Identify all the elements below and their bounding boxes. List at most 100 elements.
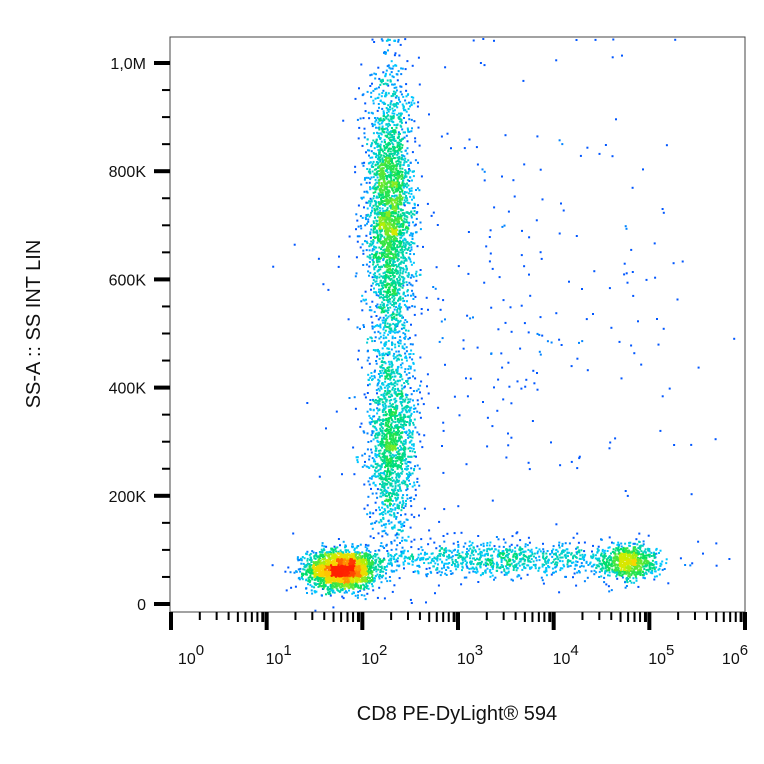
event-dot	[379, 571, 382, 574]
event-dot	[383, 149, 386, 151]
event-dot	[392, 191, 395, 194]
event-dot	[384, 318, 387, 321]
event-dot	[361, 574, 364, 577]
event-dot	[392, 279, 395, 282]
event-dot	[322, 581, 325, 584]
event-dot	[340, 551, 343, 554]
event-dot	[404, 271, 407, 274]
event-dot	[420, 380, 423, 383]
event-dot	[376, 355, 378, 358]
event-dot	[400, 225, 403, 228]
event-dot	[341, 588, 344, 590]
event-dot	[358, 577, 361, 580]
event-dot	[347, 582, 350, 585]
event-dot	[390, 117, 393, 120]
event-dot	[318, 571, 321, 574]
event-dot	[392, 206, 395, 209]
event-dot	[397, 217, 400, 220]
event-dot	[381, 196, 384, 199]
event-dot	[316, 573, 319, 576]
event-dot	[344, 581, 347, 583]
event-dot	[392, 240, 395, 243]
event-dot	[369, 204, 372, 207]
event-dot	[391, 67, 394, 70]
event-dot	[383, 181, 386, 184]
event-dot	[374, 77, 377, 80]
event-dot	[385, 143, 388, 146]
event-dot	[385, 276, 387, 279]
event-dot	[395, 73, 398, 76]
event-dot	[322, 575, 325, 578]
event-dot	[354, 171, 357, 174]
event-dot	[371, 570, 374, 573]
event-dot	[392, 242, 395, 244]
event-dot	[395, 301, 398, 304]
event-dot	[372, 282, 374, 285]
event-dot	[344, 565, 347, 568]
event-dot	[376, 208, 379, 210]
event-dot	[366, 90, 369, 93]
event-dot	[380, 38, 383, 41]
event-dot	[396, 278, 399, 280]
event-dot	[355, 565, 358, 568]
event-dot	[330, 562, 333, 565]
event-dot	[378, 229, 381, 232]
event-dot	[401, 146, 404, 149]
event-dot	[418, 189, 421, 192]
event-dot	[356, 560, 359, 563]
event-dot	[337, 566, 339, 569]
event-dot	[355, 582, 357, 585]
event-dot	[359, 575, 362, 578]
event-dot	[327, 588, 330, 591]
event-dot	[377, 158, 380, 161]
event-dot	[391, 283, 394, 286]
event-dot	[367, 561, 370, 564]
event-dot	[399, 335, 402, 338]
event-dot	[393, 327, 396, 330]
event-dot	[378, 172, 381, 175]
event-dot	[409, 258, 412, 261]
event-dot	[384, 526, 387, 529]
event-dot	[407, 248, 410, 250]
event-dot	[396, 309, 399, 311]
event-dot	[308, 579, 311, 581]
event-dot	[392, 305, 395, 308]
event-dot	[330, 569, 333, 571]
event-dot	[394, 326, 397, 328]
event-dot	[403, 108, 406, 111]
event-dot	[359, 556, 362, 559]
event-dot	[394, 264, 397, 266]
event-dot	[396, 325, 399, 328]
event-dot	[382, 334, 385, 337]
event-dot	[335, 577, 338, 579]
event-dot	[386, 317, 389, 320]
event-dot	[413, 253, 415, 256]
event-dot	[377, 223, 380, 226]
event-dot	[387, 246, 390, 249]
event-dot	[382, 197, 385, 199]
event-dot	[337, 584, 340, 587]
event-dot	[340, 588, 343, 591]
event-dot	[368, 245, 371, 248]
event-dot	[330, 577, 333, 579]
event-dot	[386, 276, 389, 279]
event-dot	[374, 280, 377, 283]
event-dot	[375, 154, 378, 157]
event-dot	[394, 64, 397, 67]
event-dot	[396, 281, 399, 284]
event-dot	[300, 557, 303, 560]
event-dot	[378, 123, 381, 126]
event-dot	[393, 83, 396, 86]
event-dot	[370, 73, 373, 76]
event-dot	[314, 591, 317, 594]
event-dot	[366, 513, 369, 516]
event-dot	[397, 307, 399, 310]
event-dot	[355, 213, 358, 216]
event-dot	[386, 178, 389, 181]
event-dot	[395, 207, 398, 210]
event-dot	[333, 545, 336, 548]
event-dot	[361, 555, 364, 558]
event-dot	[326, 574, 329, 577]
event-dot	[405, 218, 408, 221]
event-dot	[398, 354, 401, 357]
